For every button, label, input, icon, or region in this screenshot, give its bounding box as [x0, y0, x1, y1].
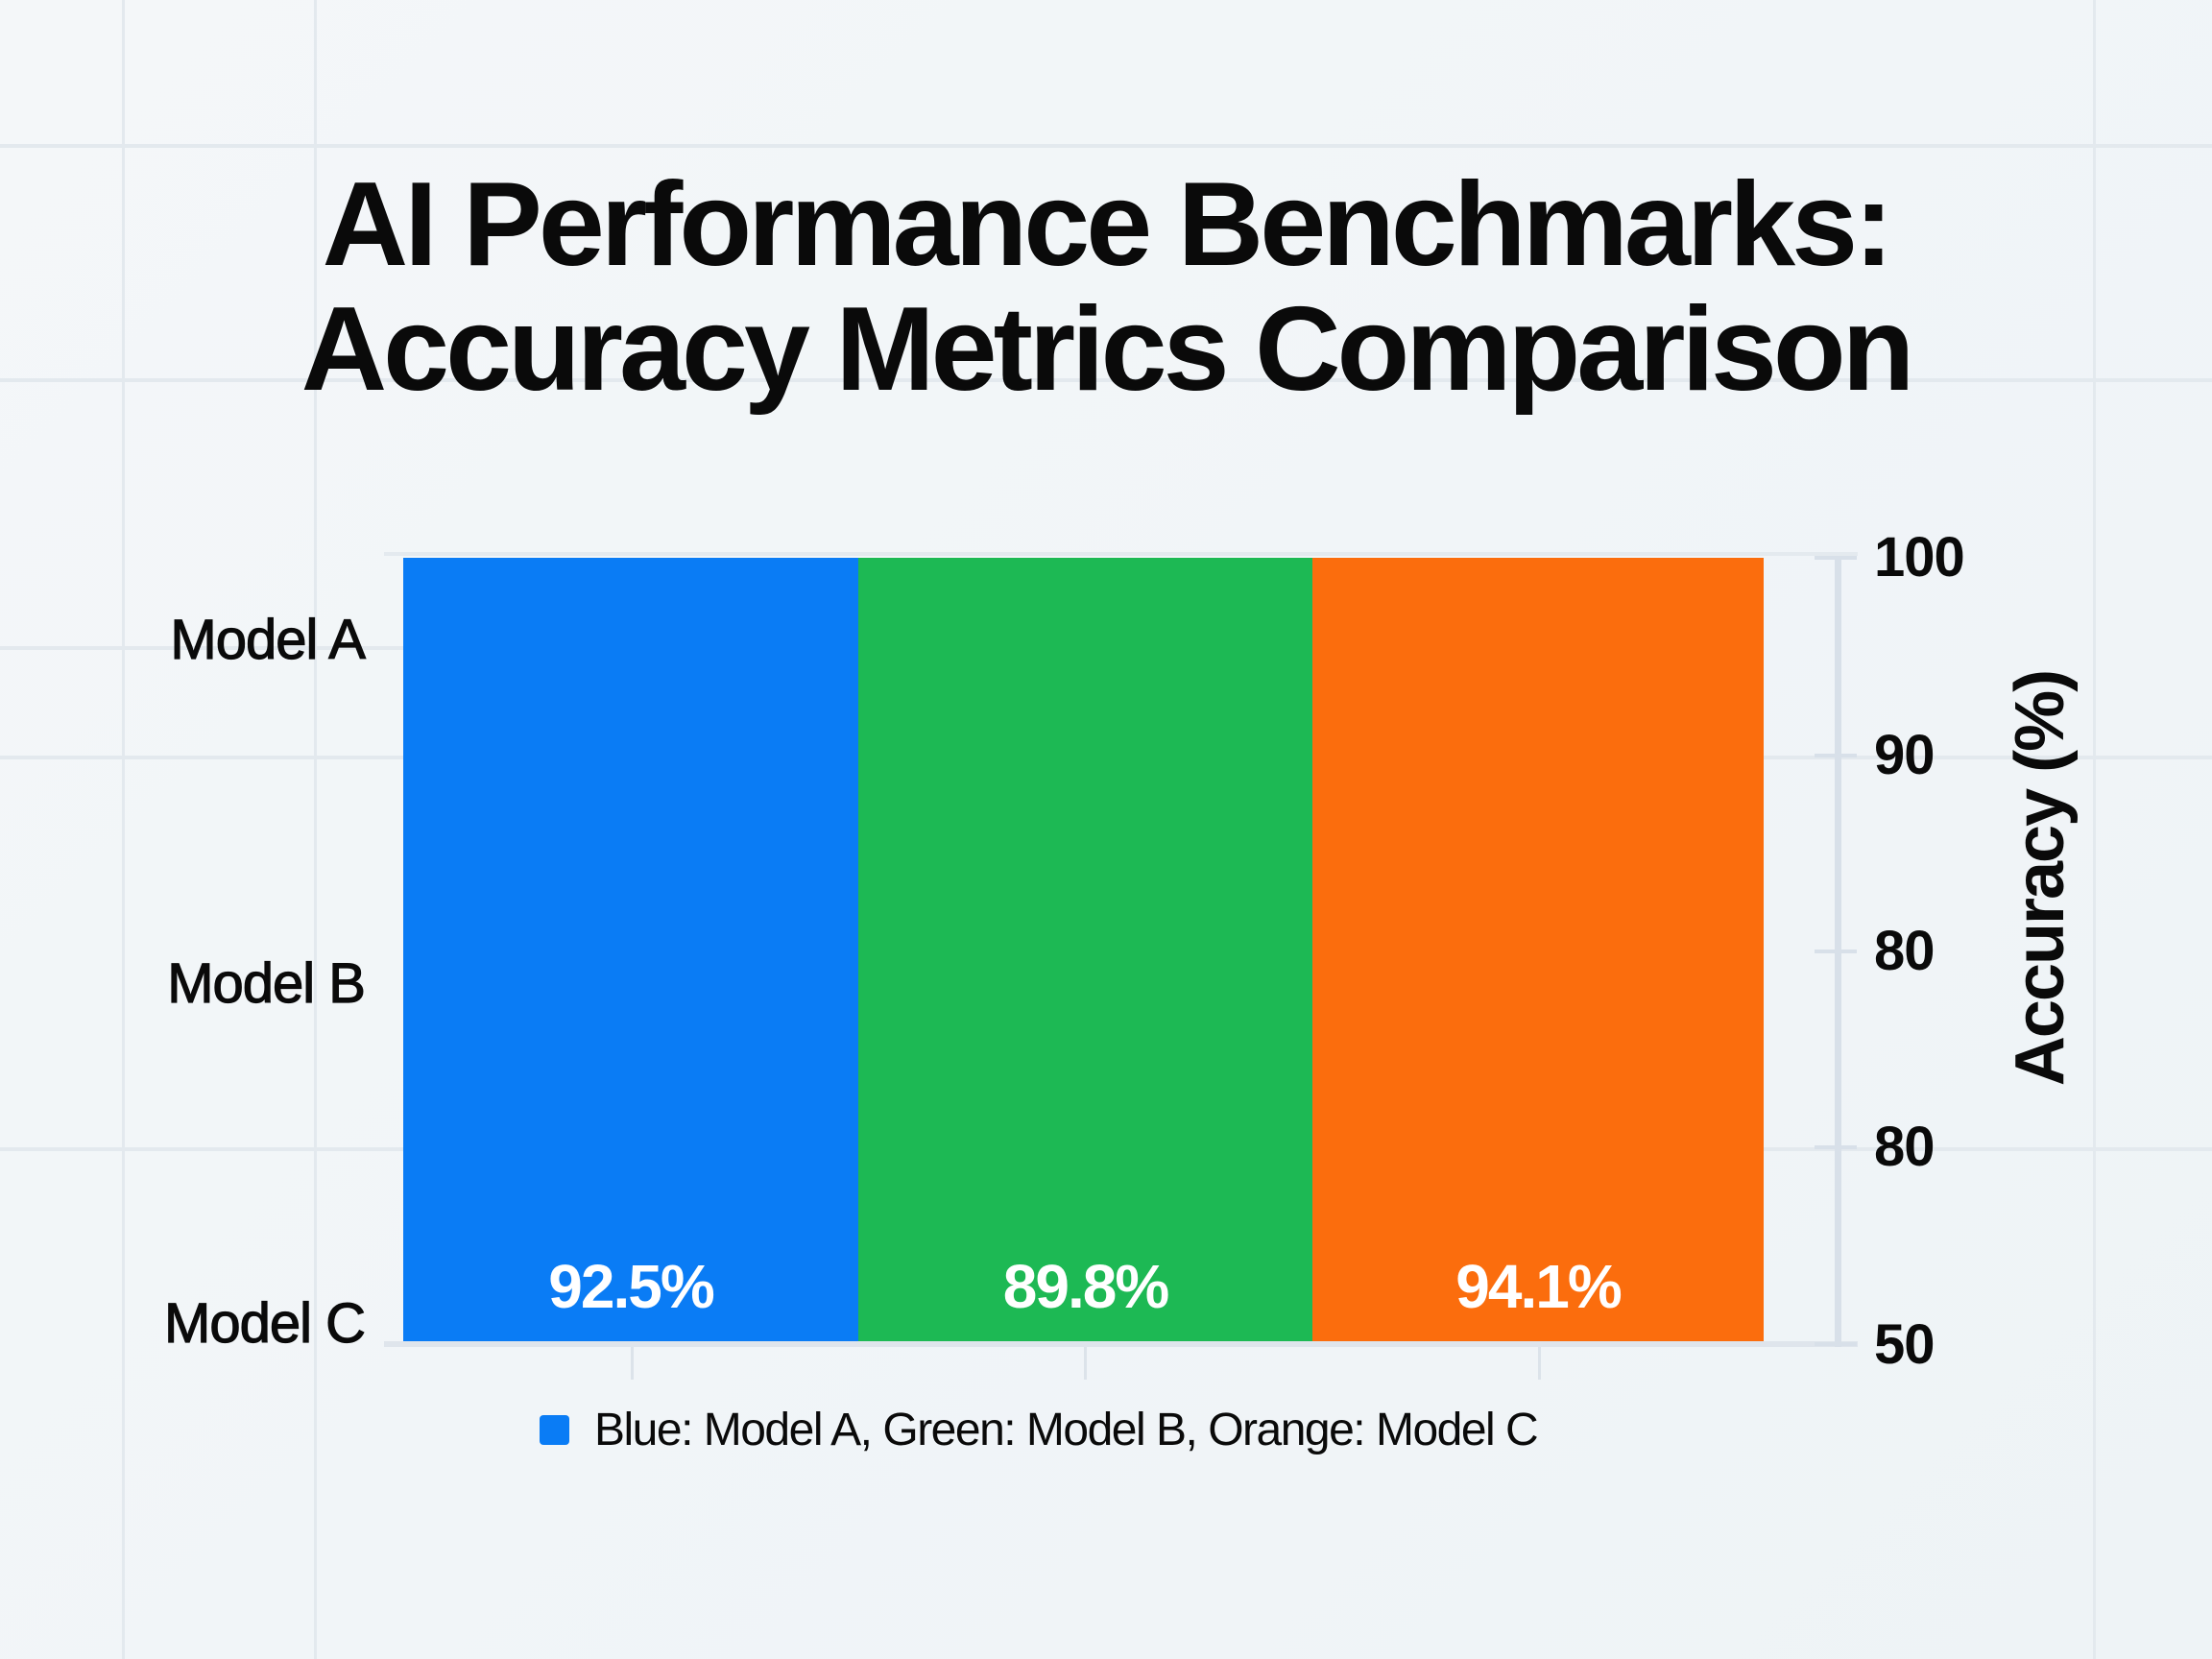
category-label-model-b: Model B — [167, 952, 367, 1015]
bar-model-a[interactable]: 92.5% — [403, 558, 858, 1341]
y-tick — [1815, 950, 1857, 953]
y-axis-title: Accuracy (%) — [2002, 670, 2079, 1087]
grid-line — [0, 1147, 403, 1151]
bar-value-label: 89.8% — [1002, 1252, 1169, 1321]
x-tick — [1538, 1347, 1541, 1380]
plot-top-line — [384, 552, 1858, 556]
chart-title-line1: AI Performance Benchmarks: — [322, 158, 1894, 291]
y-tick — [1815, 1342, 1857, 1346]
grid-line — [314, 0, 317, 1659]
bar-value-label: 92.5% — [548, 1252, 714, 1321]
legend-text: Blue: Model A, Green: Model B, Orange: M… — [594, 1405, 1539, 1455]
x-tick — [631, 1347, 634, 1380]
grid-line — [122, 0, 125, 1659]
grid-line — [0, 144, 2212, 148]
y-tick — [1815, 556, 1857, 560]
grid-line — [1764, 756, 2212, 759]
y-tick-label: 90 — [1874, 724, 1936, 786]
bar-model-c[interactable]: 94.1% — [1312, 558, 1764, 1341]
y-tick-label: 100 — [1874, 526, 1965, 589]
y-tick-label: 80 — [1874, 1116, 1936, 1178]
category-label-model-a: Model A — [170, 609, 367, 671]
y-tick-label: 80 — [1874, 920, 1936, 982]
legend-swatch-icon — [540, 1415, 569, 1445]
bar-value-label: 94.1% — [1455, 1252, 1622, 1321]
y-tick-label: 50 — [1874, 1313, 1936, 1376]
grid-line — [2093, 0, 2096, 1659]
chart-title-line2: Accuracy Metrics Comparison — [301, 283, 1915, 416]
grid-line — [1764, 1147, 2212, 1151]
grid-line — [0, 756, 403, 759]
category-label-model-c: Model C — [163, 1292, 366, 1355]
grid-line — [0, 378, 2212, 382]
x-tick — [1084, 1347, 1087, 1380]
grid-line — [0, 646, 403, 650]
y-tick — [1815, 1145, 1857, 1149]
x-axis-baseline — [384, 1341, 1858, 1347]
y-tick — [1815, 754, 1857, 757]
legend: Blue: Model A, Green: Model B, Orange: M… — [540, 1404, 1539, 1456]
bar-model-b[interactable]: 89.8% — [858, 558, 1312, 1341]
